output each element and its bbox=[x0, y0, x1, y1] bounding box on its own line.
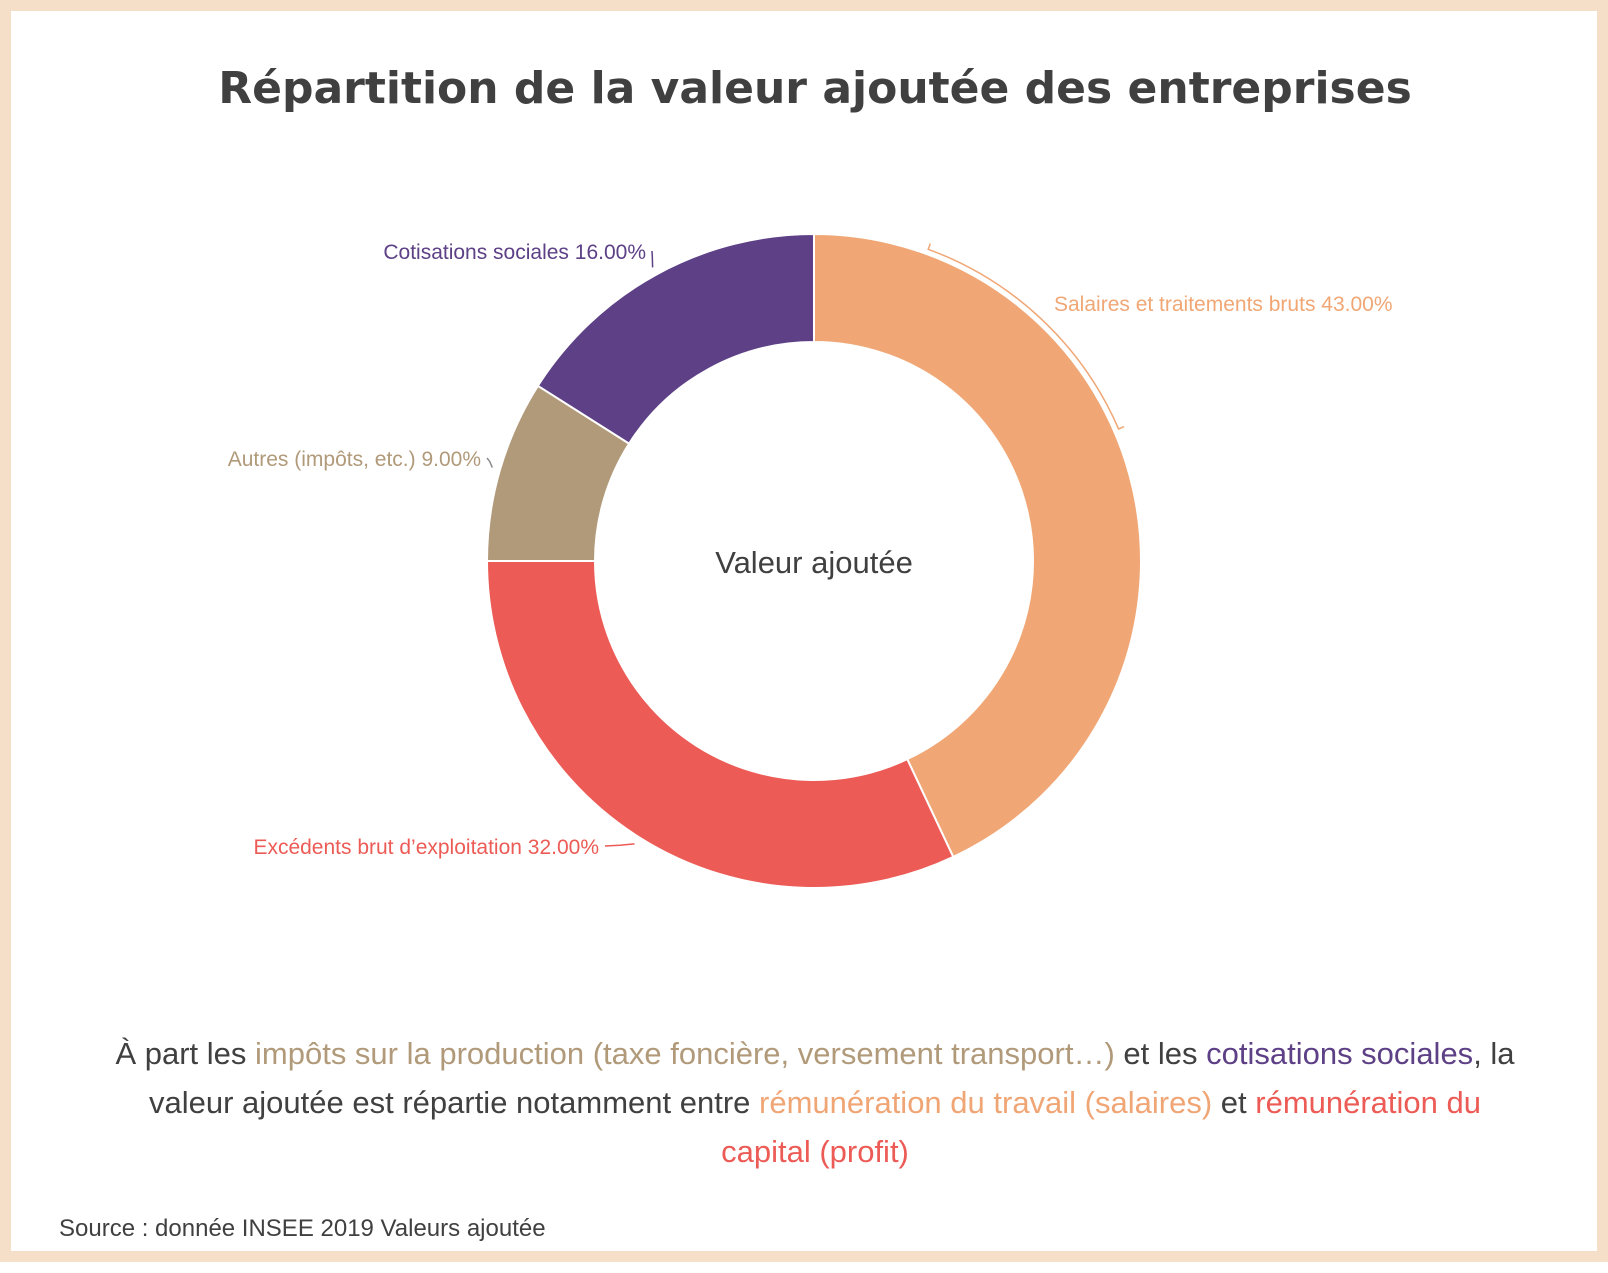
caption-part-7: et bbox=[1212, 1085, 1256, 1120]
center-label: Valeur ajoutée bbox=[715, 545, 913, 580]
label-excedents: Excédents brut d’exploitation 32.00% bbox=[253, 836, 599, 859]
leader-salaires bbox=[927, 243, 1125, 430]
caption-part-4: cotisations sociales bbox=[1206, 1036, 1474, 1071]
label-cotisations: Cotisations sociales 16.00% bbox=[383, 241, 646, 264]
label-salaires: Salaires et traitements bruts 43.00% bbox=[1054, 293, 1393, 316]
caption-part-5: , la valeur ajoutée est répartie notamme… bbox=[149, 1036, 1515, 1120]
caption-part-8: rémunération du capital (profit) bbox=[721, 1085, 1481, 1169]
slice-salaires bbox=[813, 232, 1142, 859]
source-note: Source : donnée INSEE 2019 Valeurs ajout… bbox=[59, 1215, 546, 1242]
caption: À part les impôts sur la production (tax… bbox=[101, 1029, 1529, 1176]
slice-cotisations bbox=[536, 232, 815, 446]
donut-chart: Salaires et traitements bruts 43.00% Excé… bbox=[228, 232, 1393, 889]
chart-title: Répartition de la valeur ajoutée des ent… bbox=[218, 63, 1412, 114]
slice-excedents bbox=[485, 560, 955, 889]
leader-excedents bbox=[604, 843, 635, 847]
caption-part-3: et les bbox=[1114, 1036, 1207, 1071]
caption-part-1: À part les bbox=[115, 1036, 256, 1071]
caption-part-6: rémunération du travail (salaires) bbox=[759, 1085, 1213, 1120]
leader-autres bbox=[486, 457, 493, 468]
leader-cotisations bbox=[651, 250, 654, 268]
caption-part-2: impôts sur la production (taxe foncière,… bbox=[255, 1036, 1115, 1071]
label-autres: Autres (impôts, etc.) 9.00% bbox=[228, 448, 481, 471]
